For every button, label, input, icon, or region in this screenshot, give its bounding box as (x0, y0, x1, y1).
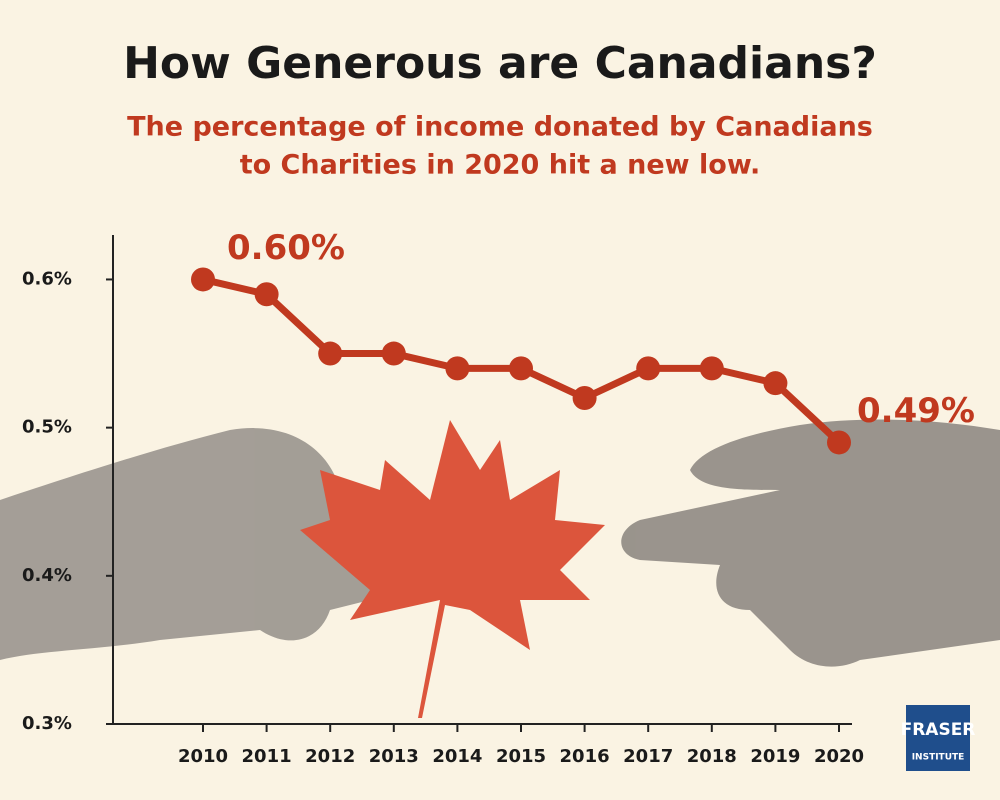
y-tick-label: 0.4% (22, 565, 72, 586)
point (191, 267, 215, 292)
point (318, 341, 343, 366)
point (699, 356, 724, 381)
chart-title: How Generous are Canadians? (123, 38, 877, 89)
logo-text: FRASER (901, 720, 976, 740)
x-tick-label: 2019 (750, 746, 800, 767)
logo (906, 705, 970, 771)
point (254, 282, 279, 307)
x-tick-label: 2018 (687, 746, 737, 767)
subtitle: to Charities in 2020 hit a new low. (240, 150, 761, 181)
x-tick-label: 2017 (623, 746, 673, 767)
point (445, 356, 470, 381)
point (636, 356, 661, 381)
x-tick-label: 2010 (178, 746, 228, 767)
y-tick-label: 0.6% (22, 268, 72, 289)
value-label: 0.49% (857, 391, 975, 431)
point (763, 371, 788, 396)
subtitle: The percentage of income donated by Cana… (127, 112, 873, 143)
point (572, 386, 597, 410)
logo-text: INSTITUTE (912, 753, 965, 763)
x-tick-label: 2016 (560, 746, 610, 767)
x-tick-label: 2012 (305, 746, 355, 767)
y-tick-label: 0.3% (22, 713, 72, 734)
x-tick-label: 2011 (242, 746, 292, 767)
x-tick-label: 2014 (432, 746, 482, 767)
value-label: 0.60% (227, 228, 345, 268)
y-tick-label: 0.5% (22, 417, 72, 438)
point (509, 356, 533, 381)
illustration (0, 419, 1000, 718)
x-tick-label: 2013 (369, 746, 419, 767)
x-tick-label: 2020 (814, 746, 864, 767)
point (827, 430, 851, 455)
point (381, 341, 406, 366)
x-tick-label: 2015 (496, 746, 546, 767)
